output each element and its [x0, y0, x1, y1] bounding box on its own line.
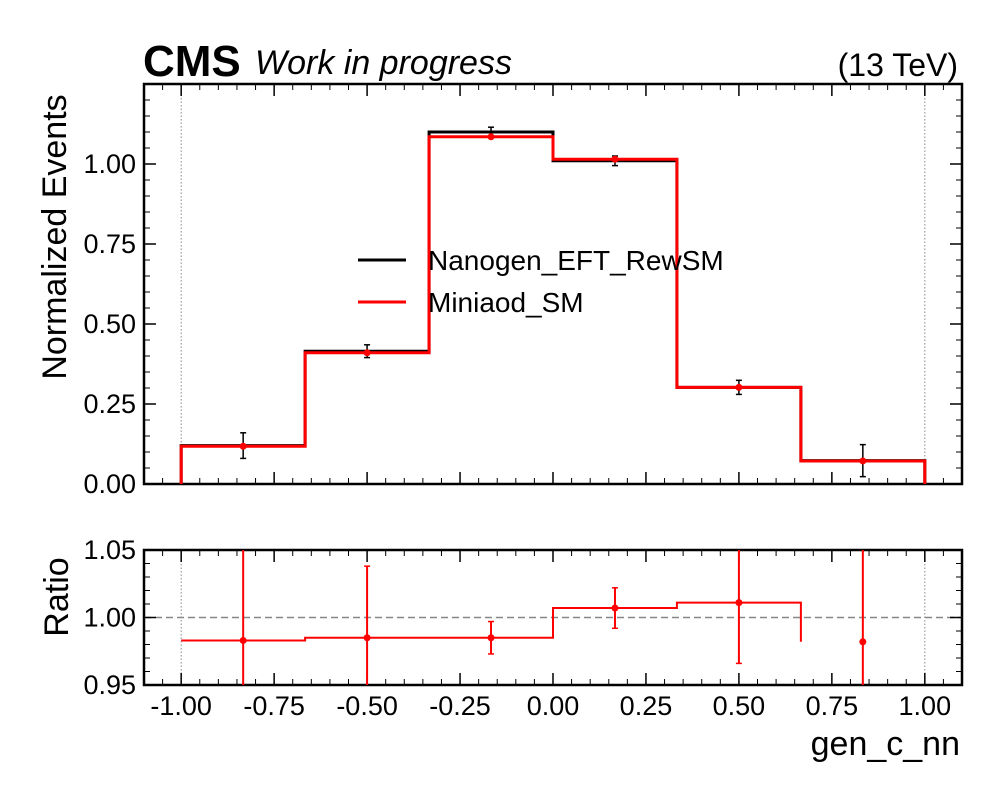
main-point-2 [487, 133, 495, 141]
main-point-1 [363, 349, 371, 357]
main-y-tick-label-1: 0.25 [83, 389, 136, 419]
main-point-3 [611, 155, 619, 163]
ratio-y-tick-labels: 0.95 1.00 1.05 [83, 535, 136, 700]
ratio-y-tick-label-2: 1.05 [83, 535, 136, 565]
ratio-ticks [143, 549, 963, 686]
series-line-1 [179, 135, 927, 484]
main-points [239, 126, 867, 478]
main-point-0 [239, 442, 247, 450]
ratio-point-2 [487, 634, 495, 642]
energy-label: (13 TeV) [838, 47, 958, 83]
x-axis-label: gen_c_nn [811, 725, 960, 763]
ratio-point-5 [859, 638, 867, 646]
x-tick-label-2: -0.50 [336, 691, 398, 721]
x-tick-label-0: -1.00 [150, 691, 212, 721]
main-series [179, 130, 927, 484]
main-y-tick-labels: 0.00 0.25 0.50 0.75 1.00 [83, 149, 136, 499]
ratio-point-4 [735, 599, 743, 607]
x-tick-label-5: 0.25 [620, 691, 673, 721]
x-tick-label-4: 0.00 [527, 691, 580, 721]
ratio-y-tick-label-1: 1.00 [83, 603, 136, 633]
ratio-y-tick-label-0: 0.95 [83, 670, 136, 700]
ratio-point-1 [363, 634, 371, 642]
legend-label-miniaod: Miniaod_SM [428, 287, 584, 318]
main-y-tick-label-0: 0.00 [83, 469, 136, 499]
x-tick-labels: -1.00 -0.75 -0.50 -0.25 0.00 0.25 0.50 0.75 1.00 [150, 691, 951, 721]
x-tick-label-8: 1.00 [899, 691, 952, 721]
main-point-5 [859, 457, 867, 465]
main-y-tick-label-2: 0.50 [83, 309, 136, 339]
main-y-tick-label-4: 1.00 [83, 149, 136, 179]
legend: Nanogen_EFT_RewSM Miniaod_SM [358, 245, 724, 318]
x-tick-label-1: -0.75 [243, 691, 305, 721]
main-y-tick-label-3: 0.75 [83, 229, 136, 259]
x-tick-label-3: -0.25 [429, 691, 491, 721]
main-point-4 [735, 383, 743, 391]
ratio-point-0 [239, 636, 247, 644]
main-ticks [143, 84, 963, 485]
experiment-label: CMS [143, 37, 241, 86]
ratio-y-axis-label: Ratio [38, 557, 76, 636]
status-label: Work in progress [255, 44, 512, 82]
x-tick-label-6: 0.50 [713, 691, 766, 721]
main-panel: 0.00 0.25 0.50 0.75 1.00 Normalized Events N… [36, 82, 964, 499]
main-y-axis-label: Normalized Events [36, 94, 74, 379]
legend-label-nanogen: Nanogen_EFT_RewSM [428, 245, 724, 276]
main-guides [180, 84, 926, 484]
ratio-panel: 0.95 1.00 1.05 -1.00 -0.75 -0.50 -0.25 0.00 0.2… [38, 535, 964, 763]
ratio-point-3 [611, 604, 619, 612]
ratio-points [239, 550, 867, 685]
x-tick-label-7: 0.75 [806, 691, 859, 721]
